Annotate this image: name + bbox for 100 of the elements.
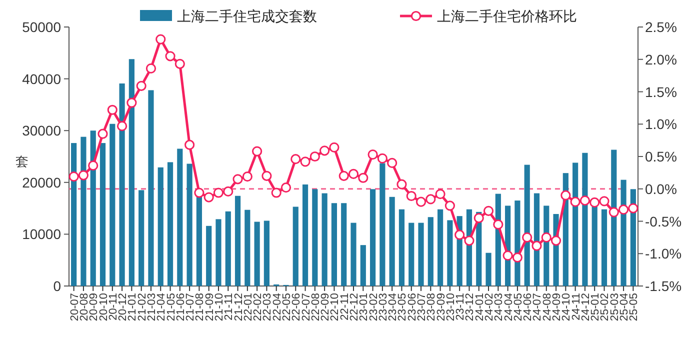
point bbox=[174, 58, 185, 69]
point bbox=[599, 196, 610, 206]
x-tick-label: 21-05 bbox=[165, 293, 178, 322]
y2-tick-label: 1.5% bbox=[645, 84, 677, 100]
x-tick-label: 20-10 bbox=[98, 293, 110, 322]
bar bbox=[292, 206, 298, 286]
point bbox=[435, 189, 446, 200]
y2-tick-label: -0.5% bbox=[645, 213, 682, 230]
point bbox=[570, 196, 580, 207]
point bbox=[396, 179, 407, 190]
point bbox=[271, 188, 282, 198]
point bbox=[628, 203, 638, 214]
x-tick-label: 22-10 bbox=[329, 293, 342, 322]
bar bbox=[341, 203, 347, 286]
x-tick-label: 22-05 bbox=[280, 293, 293, 322]
bar bbox=[582, 152, 588, 286]
bar bbox=[389, 196, 395, 286]
bar bbox=[167, 162, 174, 286]
y2-tick-label: 1.0% bbox=[645, 116, 677, 132]
point bbox=[290, 154, 301, 164]
point bbox=[358, 172, 368, 183]
y2-tick-label: 2.0% bbox=[645, 51, 677, 68]
point bbox=[368, 150, 378, 160]
point bbox=[223, 186, 234, 197]
y-tick-label: 40000 bbox=[22, 70, 62, 87]
bar bbox=[234, 196, 241, 286]
x-tick-label: 23-02 bbox=[368, 293, 380, 322]
x-tick-label: 22-04 bbox=[271, 293, 284, 322]
x-tick-label: 22-03 bbox=[262, 293, 274, 322]
x-tick-label: 23-09 bbox=[435, 293, 448, 322]
point bbox=[184, 140, 195, 150]
point bbox=[156, 34, 166, 44]
x-tick-label: 20-11 bbox=[107, 293, 120, 320]
point bbox=[608, 207, 619, 218]
bar bbox=[302, 184, 308, 286]
point bbox=[522, 232, 532, 242]
point bbox=[580, 195, 590, 206]
bar bbox=[119, 83, 125, 286]
point bbox=[320, 146, 330, 156]
bar bbox=[486, 252, 492, 286]
bar bbox=[177, 148, 183, 286]
point bbox=[464, 236, 474, 246]
point bbox=[126, 98, 137, 108]
point bbox=[416, 196, 426, 207]
bar bbox=[138, 190, 144, 286]
bar bbox=[322, 193, 328, 286]
point bbox=[242, 172, 252, 182]
bar bbox=[418, 222, 424, 286]
point bbox=[426, 194, 436, 204]
point bbox=[338, 170, 349, 181]
y2-tick-label: -1.0% bbox=[645, 246, 682, 262]
point bbox=[493, 219, 504, 230]
y2-tick-label: 2.5% bbox=[645, 19, 677, 35]
point bbox=[502, 250, 513, 261]
point bbox=[280, 182, 292, 193]
x-tick-label: 25-02 bbox=[599, 293, 612, 322]
point bbox=[107, 104, 118, 115]
point bbox=[618, 204, 629, 215]
point bbox=[512, 252, 522, 263]
x-tick-label: 23-12 bbox=[464, 293, 476, 322]
bar bbox=[620, 180, 626, 286]
point bbox=[300, 156, 310, 167]
point bbox=[532, 240, 542, 251]
x-tick-label: 20-07 bbox=[68, 293, 81, 322]
x-tick-label: 24-04 bbox=[502, 293, 515, 322]
point bbox=[444, 200, 455, 211]
point bbox=[348, 168, 359, 180]
bar bbox=[360, 245, 366, 286]
point bbox=[387, 158, 398, 168]
point bbox=[310, 151, 320, 162]
x-tick-label: 22-07 bbox=[300, 293, 312, 322]
legend-label: 上海二手住宅价格环比 bbox=[437, 8, 577, 24]
x-tick-label: 22-12 bbox=[348, 293, 360, 322]
x-tick-label: 24-12 bbox=[580, 293, 592, 322]
bar bbox=[447, 220, 453, 286]
x-tick-label: 23-01 bbox=[358, 293, 370, 322]
x-tick-label: 23-03 bbox=[377, 293, 390, 322]
bar bbox=[225, 211, 231, 286]
x-tick-label: 23-08 bbox=[426, 293, 438, 322]
y-tick-label: 50000 bbox=[22, 19, 62, 35]
bar bbox=[611, 150, 617, 286]
bar bbox=[331, 203, 338, 286]
x-tick-label: 21-01 bbox=[126, 293, 139, 322]
point bbox=[474, 212, 484, 224]
point bbox=[262, 170, 272, 181]
y-tick-label: 20000 bbox=[22, 174, 62, 190]
x-tick-label: 21-10 bbox=[213, 293, 226, 322]
x-tick-label: 21-09 bbox=[204, 293, 216, 322]
bar bbox=[438, 209, 444, 286]
bar bbox=[398, 209, 405, 286]
point bbox=[590, 197, 600, 208]
x-tick-label: 23-06 bbox=[406, 293, 418, 322]
bar bbox=[90, 130, 96, 286]
point bbox=[165, 51, 176, 62]
bar bbox=[254, 222, 260, 286]
point bbox=[232, 174, 243, 184]
bar bbox=[110, 124, 116, 286]
bar bbox=[216, 219, 222, 286]
x-tick-label: 24-07 bbox=[532, 293, 544, 322]
bar bbox=[350, 222, 356, 286]
